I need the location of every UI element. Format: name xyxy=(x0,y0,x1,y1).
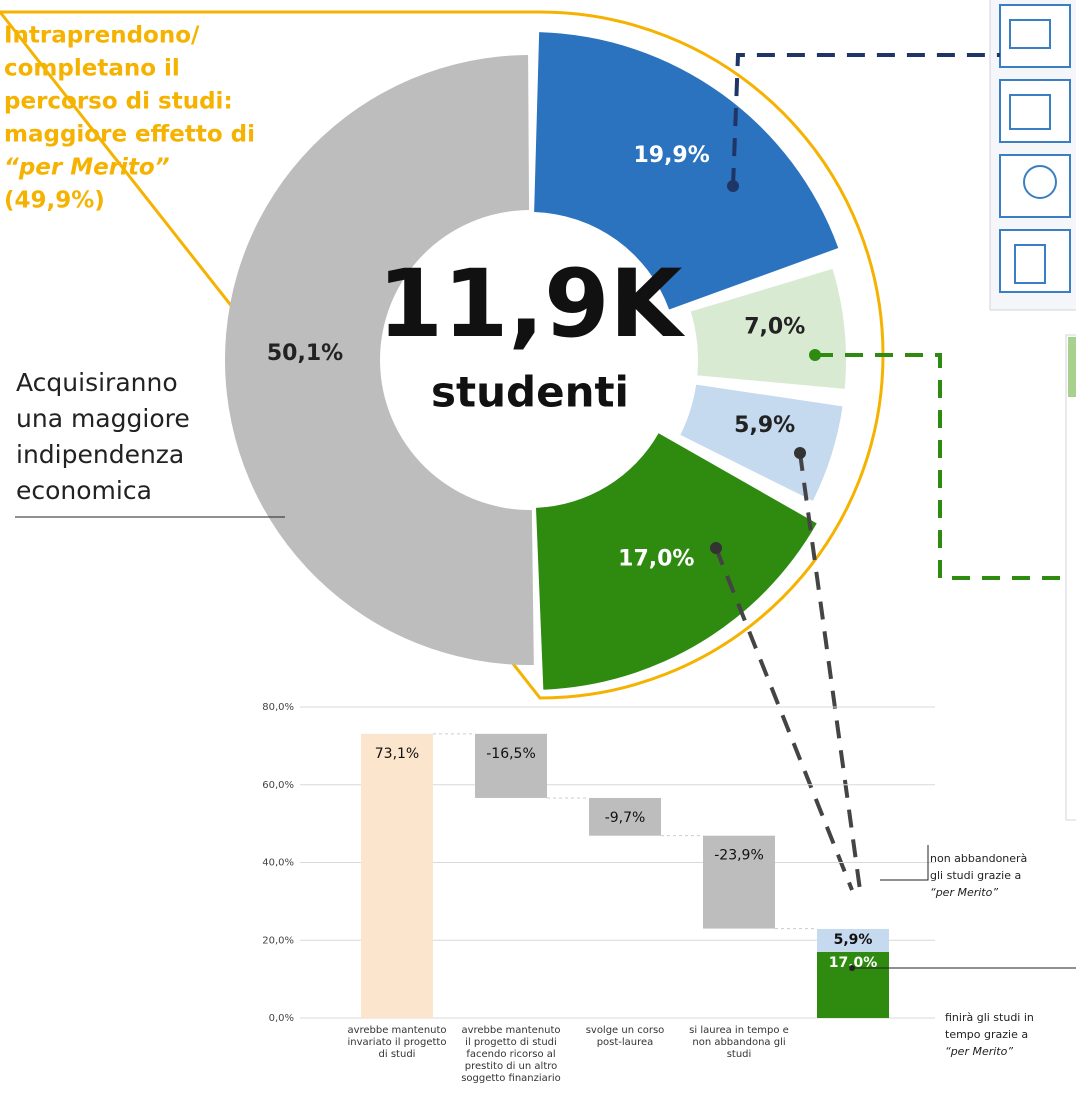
annotation-line: “per Merito” xyxy=(945,1045,1013,1058)
annotation-line: tempo grazie a xyxy=(945,1028,1028,1041)
y-tick-label: 20,0% xyxy=(262,935,294,946)
connector-dots xyxy=(710,180,821,554)
total-segment xyxy=(817,951,889,1018)
x-tick-label: invariato il progetto xyxy=(348,1037,447,1048)
annotation-line: economica xyxy=(16,476,152,505)
annotation-leader xyxy=(880,845,929,881)
annotation-line: indipendenza xyxy=(16,440,184,469)
x-tick-label: studi xyxy=(727,1049,752,1060)
x-tick-label: prestito di un altro xyxy=(465,1061,558,1072)
x-tick-label: il progetto di studi xyxy=(465,1037,557,1048)
x-tick-label: avrebbe mantenuto xyxy=(347,1025,446,1036)
center-label: studenti xyxy=(431,368,629,417)
bar-label: -16,5% xyxy=(486,746,536,762)
y-tick-label: 60,0% xyxy=(262,780,294,791)
x-tick-label: facendo ricorso al xyxy=(466,1049,555,1060)
x-tick-label: post-laurea xyxy=(597,1037,654,1048)
annotation-line: completano il xyxy=(4,56,180,82)
x-tick-label: avrebbe mantenuto xyxy=(461,1025,560,1036)
total-segment xyxy=(817,928,889,952)
y-tick-label: 40,0% xyxy=(262,858,294,869)
annotation-line: finirà gli studi in xyxy=(945,1011,1034,1024)
donut-segment xyxy=(535,433,817,690)
waterfall-bar xyxy=(589,797,661,836)
annotation-line: una maggiore xyxy=(16,404,190,433)
y-tick-label: 80,0% xyxy=(262,702,294,713)
donut-segment xyxy=(534,32,839,310)
annotation-line: non abbandonerà xyxy=(930,852,1027,865)
segment-label: 7,0% xyxy=(744,314,805,339)
annotation-line: gli studi grazie a xyxy=(930,869,1021,882)
connectors xyxy=(714,53,1066,891)
donut-segment xyxy=(224,55,534,666)
bar-label: 73,1% xyxy=(375,746,419,762)
x-tick-label: di studi xyxy=(379,1049,416,1060)
x-tick-label: svolge un corso xyxy=(586,1025,665,1036)
annotation-line: maggiore effetto di xyxy=(4,122,255,148)
segment-label: 17,0% xyxy=(618,547,694,572)
annotation-line: “per Merito” xyxy=(930,886,998,899)
annotation-line: Intraprendono/ xyxy=(4,23,200,49)
center-value: 11,9K xyxy=(378,250,686,359)
annotation-line: (49,9%) xyxy=(4,188,105,214)
annotation-line: Acquisiranno xyxy=(16,368,178,397)
waterfall: 0,0% 20,0% 40,0% 60,0% 80,0% avrebbe mantenut… xyxy=(262,702,935,1084)
annotation-line: “per Merito” xyxy=(4,155,170,181)
segment-label: 17,0% xyxy=(829,955,878,971)
segment-label: 5,9% xyxy=(834,932,873,948)
segment-label: 19,9% xyxy=(633,143,709,168)
x-tick-label: soggetto finanziario xyxy=(461,1073,561,1084)
waterfall-bar xyxy=(475,733,547,798)
y-tick-label: 0,0% xyxy=(269,1013,294,1024)
donut: 19,9% 7,0% 5,9% 17,0% 50,1% xyxy=(224,32,846,690)
donut-segment xyxy=(680,384,843,501)
segment-label: 50,1% xyxy=(267,341,343,366)
annotation-dot xyxy=(849,965,855,971)
waterfall-bar xyxy=(361,733,433,1018)
donut-segment xyxy=(690,268,846,389)
bar-label: -23,9% xyxy=(714,848,764,864)
segment-label: 5,9% xyxy=(734,413,795,438)
annotation-line: percorso di studi: xyxy=(4,89,233,115)
waterfall-bar xyxy=(703,835,775,929)
x-tick-label: si laurea in tempo e xyxy=(689,1025,789,1036)
bar-label: -9,7% xyxy=(605,810,646,826)
x-tick-label: non abbandona gli xyxy=(692,1037,785,1048)
side-panel xyxy=(989,0,1076,821)
